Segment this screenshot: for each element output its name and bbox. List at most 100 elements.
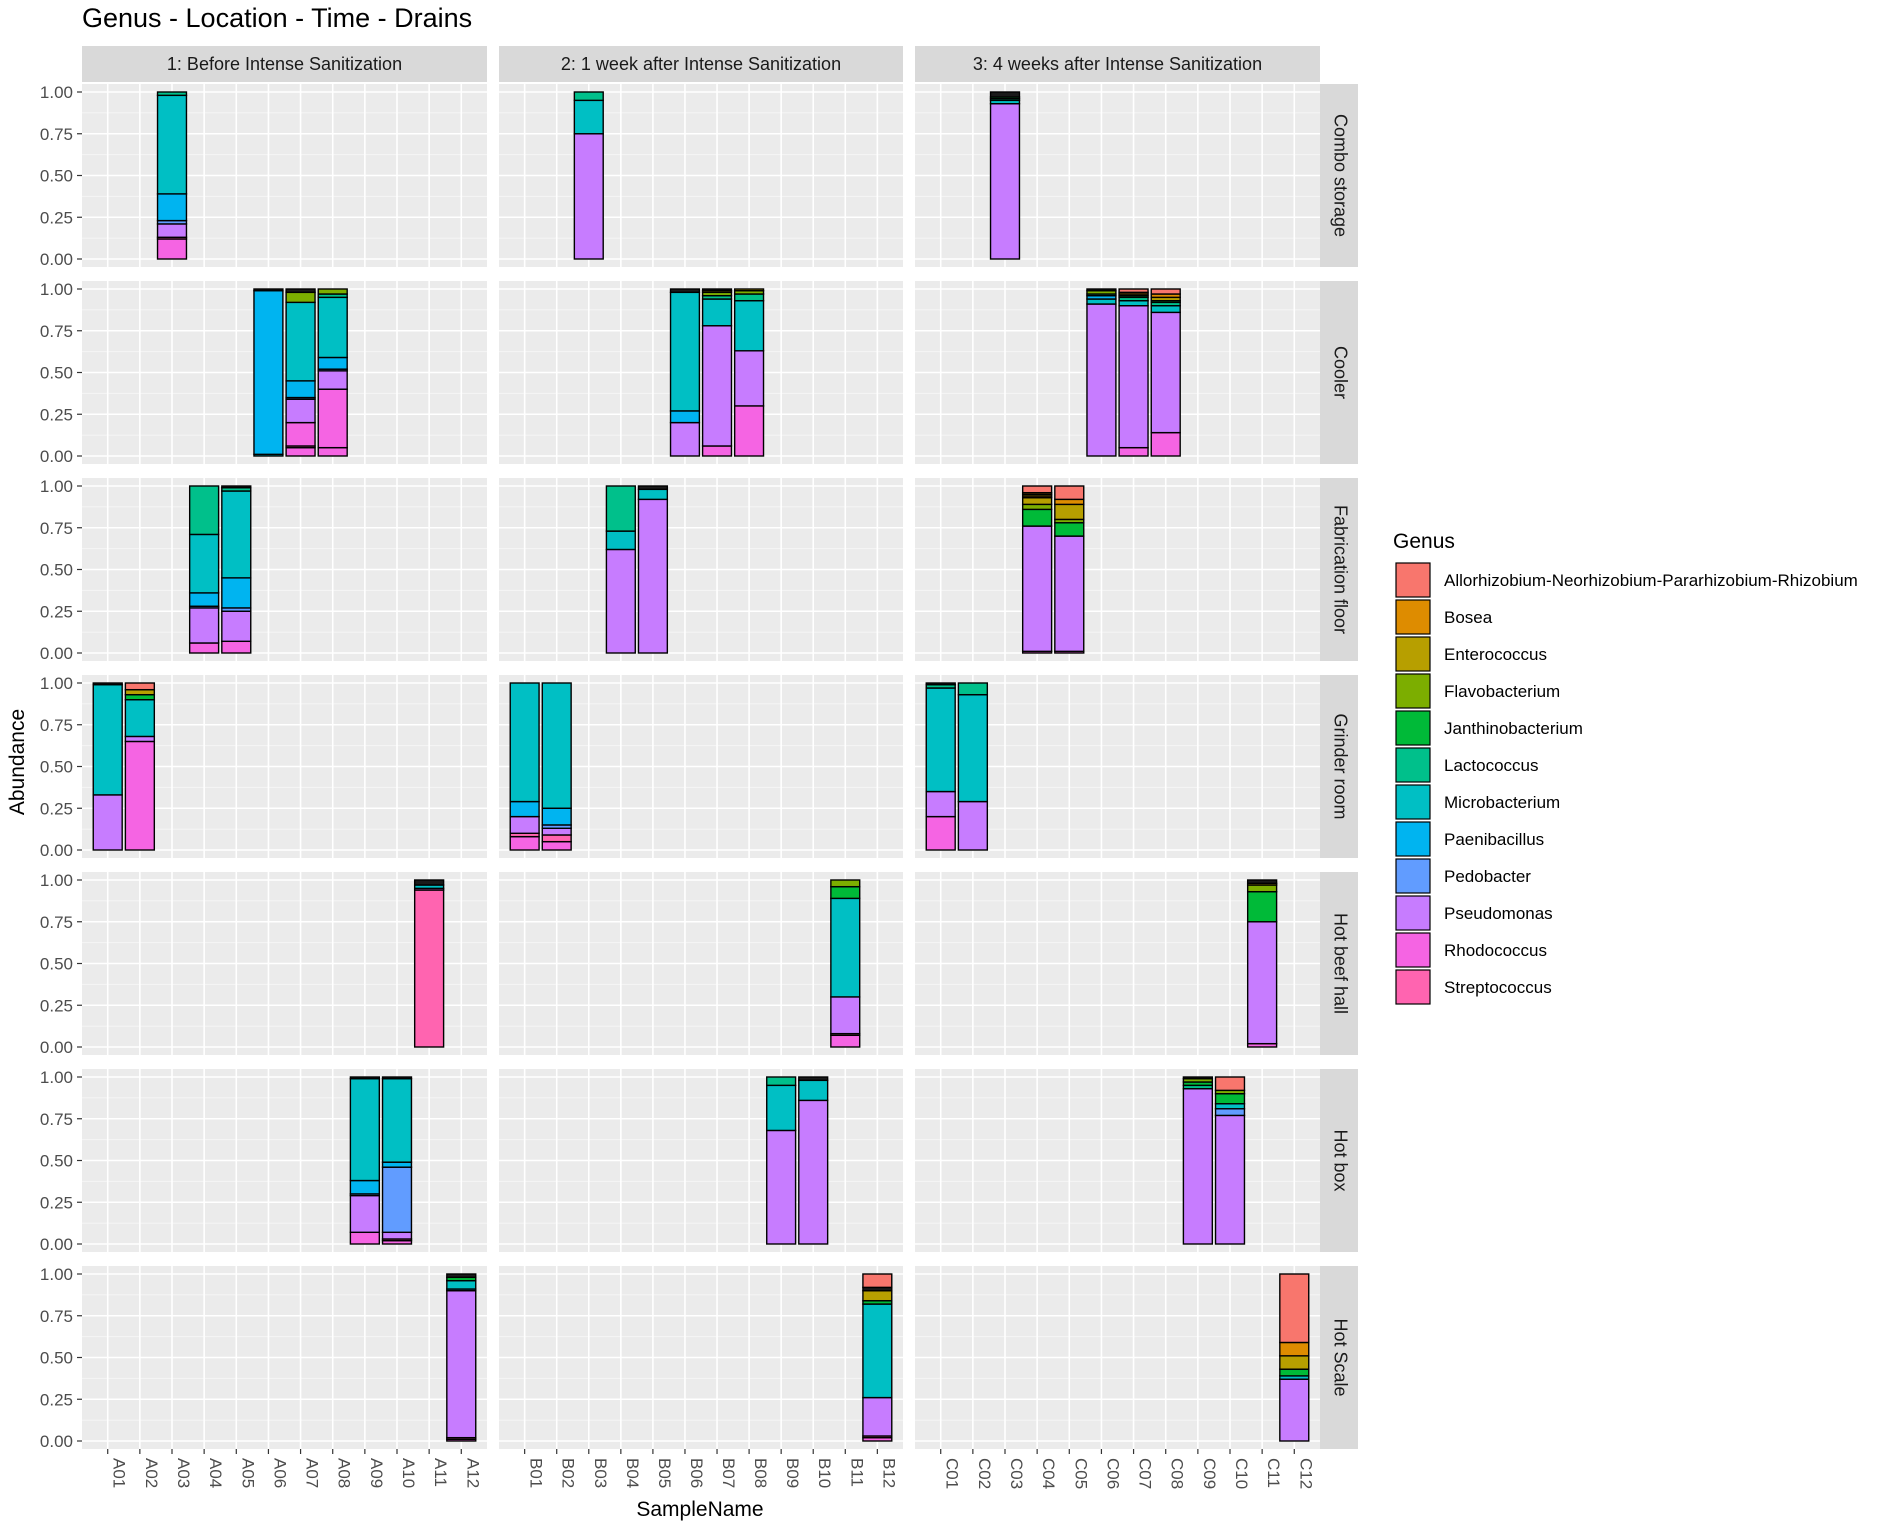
row-strip-label: Fabrication floor: [1330, 505, 1350, 634]
row-strip-label: Hot Scale: [1330, 1318, 1350, 1396]
bar-segment-pseudomonas: [1021, 525, 1053, 653]
bar-segment-rhodococcus: [285, 446, 316, 457]
y-tick-label: 1.00: [40, 280, 73, 299]
bar-segment-enterococcus: [862, 1289, 893, 1302]
bar-segment-flavobacterium: [830, 879, 861, 888]
bar-B09-hot-box: [766, 1076, 797, 1245]
bar-segment-janthinobacterium: [1246, 890, 1278, 923]
row-strip: [1320, 675, 1358, 858]
bar-segment-lactococcus: [766, 1076, 797, 1087]
y-tick-label: 0.00: [40, 1038, 73, 1057]
bar-segment-janthinobacterium: [1021, 508, 1053, 527]
bar-segment-other: [446, 1273, 477, 1279]
y-tick-label: 0.50: [40, 955, 73, 974]
bar-segment-rhodococcus: [221, 640, 252, 654]
x-tick-label: C11: [1264, 1458, 1283, 1488]
y-tick-label: 0.75: [40, 322, 73, 341]
y-tick-label: 0.75: [40, 716, 73, 735]
bar-B01-grinder-room: [509, 682, 540, 851]
bar-segment-lactococcus: [605, 485, 636, 532]
bar-B10-hot-box: [798, 1076, 829, 1245]
legend-label: Pedobacter: [1444, 867, 1531, 886]
bar-C03-combo-storage: [989, 91, 1021, 260]
bar-segment-janthinobacterium: [830, 885, 861, 900]
bar-segment-pseudomonas: [1182, 1087, 1214, 1245]
bar-segment-other: [1246, 879, 1278, 885]
bar-segment-pedobacter: [381, 1166, 413, 1234]
y-tick-label: 0.50: [40, 364, 73, 383]
bar-segment-paenibacillus: [221, 577, 252, 609]
column-strip: [82, 46, 487, 82]
bar-C05-fabrication-floor: [1054, 485, 1085, 654]
bar-segment-pseudomonas: [957, 800, 989, 851]
bar-segment-allorhizobium-neorhizobium-pararhizobium-rhizobium: [1150, 288, 1181, 295]
bar-segment-pseudomonas: [1150, 311, 1181, 434]
bar-segment-flavobacterium: [1021, 503, 1053, 511]
bar-segment-microbacterium: [701, 298, 733, 327]
bar-segment-rhodococcus: [349, 1231, 381, 1245]
x-tick-label: A04: [206, 1458, 225, 1488]
bar-segment-microbacterium: [92, 683, 123, 796]
y-tick-label: 0.00: [40, 250, 73, 269]
bar-layer: [92, 91, 1310, 1442]
bar-segment-pseudomonas: [669, 421, 701, 457]
y-axis-title: Abundance: [6, 709, 29, 815]
facet-panels: 1: Before Intense Sanitization 2: 1 week …: [82, 46, 1358, 1449]
bar-segment-microbacterium: [733, 299, 765, 352]
bar-A11-hot-beef-hall: [413, 879, 445, 1048]
bar-segment-pseudomonas: [989, 102, 1021, 260]
x-tick-label: B11: [847, 1458, 866, 1487]
bar-A10-hot-box: [381, 1076, 413, 1245]
y-tick-label: 1.00: [40, 83, 73, 102]
bar-segment-pseudomonas: [156, 223, 188, 238]
legend-key: [1395, 784, 1431, 820]
bar-segment-bosea: [1054, 498, 1085, 506]
bar-segment-microbacterium: [156, 94, 188, 195]
bar-segment-pseudomonas: [285, 398, 316, 424]
x-tick-label: A09: [367, 1458, 386, 1488]
bar-segment-other: [637, 485, 669, 491]
bar-C01-grinder-room: [925, 682, 956, 851]
x-tick-label: C08: [1168, 1458, 1187, 1489]
x-tick-label: B12: [879, 1458, 898, 1488]
bar-segment-janthinobacterium: [124, 693, 156, 701]
bar-segment-pseudomonas: [701, 325, 733, 447]
bar-segment-lactococcus: [156, 91, 188, 97]
y-tick-label: 0.00: [40, 447, 73, 466]
row-strip: [1320, 1266, 1358, 1449]
x-tick-label: C06: [1103, 1458, 1122, 1489]
row-strip-label: Grinder room: [1330, 713, 1350, 819]
axes-layer: 0.00 0.25 0.50 0.75 1.00 0.00 0.25 0.50 0.75 1.00…: [40, 83, 1315, 1489]
y-tick-label: 1.00: [40, 674, 73, 693]
bar-segment-rhodococcus: [124, 740, 156, 851]
bar-segment-other: [669, 288, 701, 294]
bar-segment-rhodococcus: [1118, 446, 1149, 457]
bar-segment-allorhizobium-neorhizobium-pararhizobium-rhizobium: [124, 682, 156, 691]
bar-segment-other: [1086, 288, 1117, 292]
bar-segment-other: [413, 879, 445, 886]
x-tick-label: A01: [110, 1458, 129, 1488]
bar-segment-bosea: [1279, 1341, 1310, 1357]
bar-segment-rhodococcus: [509, 835, 540, 851]
y-tick-label: 1.00: [40, 1068, 73, 1087]
y-tick-label: 0.75: [40, 125, 73, 144]
x-tick-label: A07: [303, 1458, 322, 1488]
x-tick-label: C05: [1071, 1458, 1090, 1489]
bar-C06-cooler: [1086, 288, 1117, 457]
bar-segment-pseudomonas: [925, 790, 956, 818]
row-strip: [1320, 1069, 1358, 1252]
bar-B11-hot-beef-hall: [830, 879, 861, 1048]
bar-segment-paenibacillus: [285, 380, 316, 399]
y-tick-label: 0.25: [40, 405, 73, 424]
y-tick-label: 0.75: [40, 519, 73, 538]
bar-segment-pseudomonas: [541, 827, 572, 836]
bar-B07-cooler: [701, 288, 733, 457]
bar-segment-other: [701, 288, 733, 292]
bar-segment-microbacterium: [957, 693, 989, 803]
x-tick-label: B03: [591, 1458, 610, 1488]
column-strip: [915, 46, 1320, 82]
bar-segment-microbacterium: [1118, 299, 1149, 307]
bar-A01-grinder-room: [92, 682, 123, 851]
bar-segment-pseudomonas: [766, 1129, 797, 1245]
